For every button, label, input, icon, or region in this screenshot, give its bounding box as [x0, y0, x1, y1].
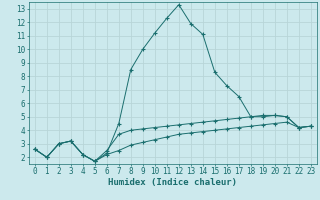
X-axis label: Humidex (Indice chaleur): Humidex (Indice chaleur) [108, 178, 237, 187]
